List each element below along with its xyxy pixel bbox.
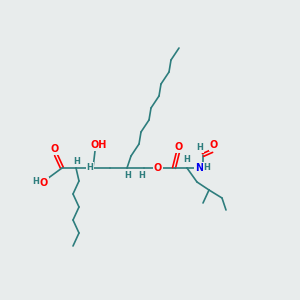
Text: O: O — [51, 144, 59, 154]
Text: O: O — [210, 140, 218, 150]
Text: H: H — [184, 155, 190, 164]
Text: H: H — [124, 172, 131, 181]
Text: H: H — [87, 163, 93, 172]
Text: OH: OH — [91, 140, 107, 150]
Text: H: H — [196, 143, 203, 152]
Text: H: H — [74, 157, 80, 166]
Text: O: O — [175, 142, 183, 152]
Text: O: O — [40, 178, 48, 188]
Text: H: H — [33, 178, 39, 187]
Text: H: H — [204, 163, 210, 172]
Text: H: H — [139, 172, 145, 181]
Text: N: N — [195, 163, 203, 173]
Text: O: O — [154, 163, 162, 173]
